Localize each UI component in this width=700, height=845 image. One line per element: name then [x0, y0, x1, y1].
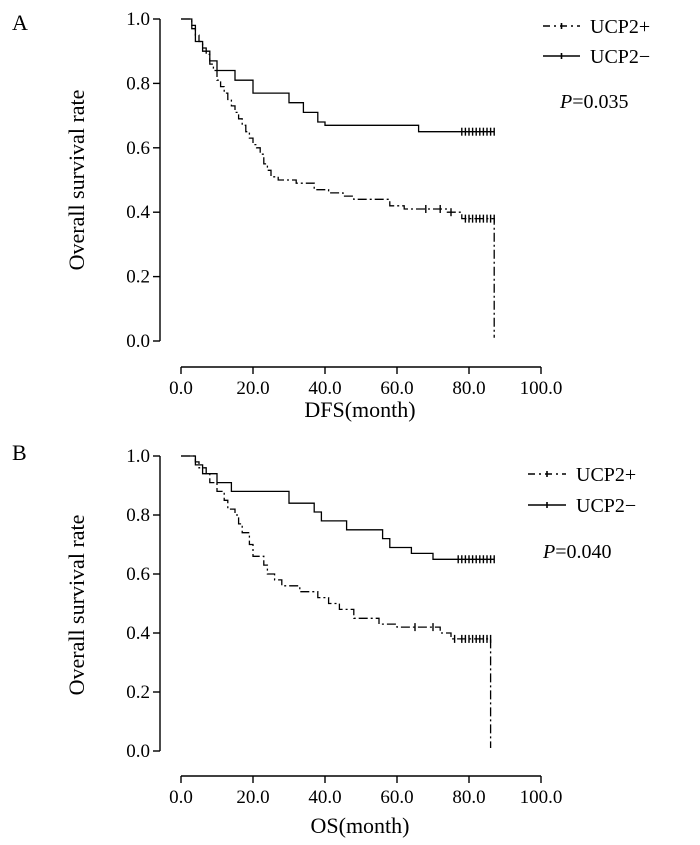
legend-label: UCP2−	[590, 46, 650, 68]
survival-curve-ucp2-positive	[181, 18, 495, 338]
y-tick-label: 0.2	[126, 682, 150, 703]
p-value: =0.040	[555, 541, 611, 563]
y-tick-label: 0.4	[126, 202, 150, 223]
x-tick-label: 100.0	[520, 787, 563, 808]
survival-curve-ucp2-negative	[181, 18, 495, 133]
chart-panel-a: A Overall survival rate DFS(month) P=0.0…	[12, 9, 650, 422]
y-tick-label: 0.4	[126, 623, 150, 644]
x-tick-label: 80.0	[452, 378, 485, 399]
x-tick-label: 20.0	[236, 787, 269, 808]
legend-label: UCP2+	[590, 16, 650, 38]
x-tick-label: 20.0	[236, 378, 269, 399]
panel-label: B	[12, 440, 27, 465]
y-tick-label: 1.0	[126, 9, 150, 30]
y-tick-label: 0.8	[126, 73, 150, 94]
legend-label: UCP2+	[576, 464, 636, 486]
x-tick-label: 60.0	[380, 378, 413, 399]
survival-curve-ucp2-positive	[181, 455, 492, 748]
survival-curve-ucp2-negative	[181, 455, 495, 560]
x-tick-label: 60.0	[380, 787, 413, 808]
panel-label: A	[12, 10, 28, 35]
y-tick-label: 0.6	[126, 564, 150, 585]
x-tick-label: 40.0	[308, 378, 341, 399]
x-axis-title: OS(month)	[311, 813, 410, 838]
y-tick-label: 1.0	[126, 446, 150, 467]
y-axis-title: Overall survival rate	[64, 90, 89, 271]
y-tick-label: 0.8	[126, 505, 150, 526]
y-axis-title: Overall survival rate	[64, 515, 89, 696]
p-value-annotation: P=0.040	[542, 541, 612, 563]
chart-panel-b: B Overall survival rate OS(month) P=0.04…	[12, 440, 636, 838]
p-value-label: P	[542, 541, 555, 563]
x-tick-label: 40.0	[308, 787, 341, 808]
p-value-annotation: P=0.035	[559, 91, 629, 113]
x-axis-title: DFS(month)	[304, 397, 415, 422]
x-tick-label: 0.0	[169, 787, 193, 808]
p-value: =0.035	[572, 91, 628, 113]
y-tick-label: 0.0	[126, 741, 150, 762]
legend-label: UCP2−	[576, 495, 636, 517]
p-value-label: P	[559, 91, 572, 113]
x-tick-label: 0.0	[169, 378, 193, 399]
y-tick-label: 0.2	[126, 267, 150, 288]
y-tick-label: 0.0	[126, 331, 150, 352]
x-tick-label: 100.0	[520, 378, 563, 399]
x-tick-label: 80.0	[452, 787, 485, 808]
y-tick-label: 0.6	[126, 138, 150, 159]
